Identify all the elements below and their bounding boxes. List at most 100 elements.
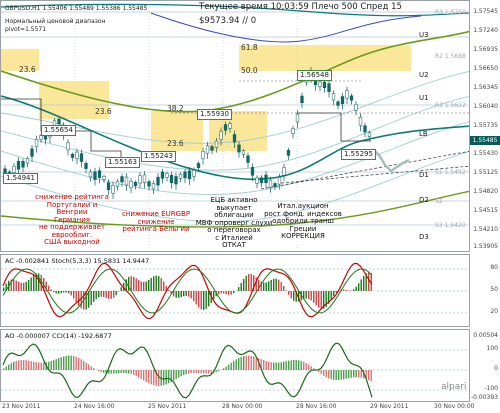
ao-bar bbox=[43, 362, 45, 370]
ac-bar bbox=[288, 291, 290, 295]
ao-bar bbox=[275, 362, 277, 370]
ao-histogram bbox=[3, 355, 372, 386]
candle-body bbox=[129, 180, 133, 189]
ac-bar bbox=[110, 291, 112, 299]
fib-label-5: 61.8 bbox=[241, 43, 258, 52]
ac-bar bbox=[93, 291, 95, 302]
ao-bar bbox=[138, 370, 140, 378]
pivot-s1-label: S1 bbox=[435, 169, 443, 176]
ao-bar bbox=[35, 362, 37, 370]
candle-body bbox=[241, 150, 246, 155]
cci-tick-100: 100 bbox=[486, 345, 498, 352]
ao-bar bbox=[195, 370, 197, 373]
candle-body bbox=[174, 176, 178, 185]
ao-bar bbox=[225, 366, 227, 370]
ac-bar bbox=[180, 291, 182, 298]
candle-body bbox=[39, 135, 43, 140]
candle-body bbox=[142, 174, 147, 183]
price-tick-0: 1.57545 bbox=[473, 8, 498, 15]
candle-body bbox=[133, 181, 138, 186]
ao-bar bbox=[243, 356, 245, 370]
candle-body bbox=[345, 90, 349, 99]
ac-bar bbox=[190, 291, 192, 299]
ac-bar bbox=[183, 291, 185, 297]
ao-bar bbox=[178, 370, 180, 378]
candle-body bbox=[196, 163, 201, 168]
stochastic-panel[interactable]: AC -0.002841 Stoch(5,3,3) 15.5831 14.944… bbox=[0, 254, 470, 327]
ao-bar bbox=[238, 357, 240, 370]
price-box-4: 1.55930 bbox=[197, 109, 232, 120]
ao-bar bbox=[325, 370, 327, 378]
ac-bar bbox=[145, 281, 147, 291]
price-tick-11: 1.54210 bbox=[473, 226, 498, 233]
ao-bar bbox=[20, 360, 22, 370]
ao-bar bbox=[268, 361, 270, 370]
ao-bar bbox=[193, 370, 195, 373]
ao-bar bbox=[155, 370, 157, 386]
ac-bar bbox=[173, 291, 175, 297]
ao-bar bbox=[93, 368, 95, 370]
stoch-tick-80: 80 bbox=[490, 264, 498, 271]
ac-bar bbox=[260, 281, 262, 291]
ac-bar bbox=[345, 290, 347, 291]
pivot-s3-label: S3 bbox=[435, 222, 443, 229]
candle-body bbox=[12, 165, 16, 173]
ao-bar bbox=[335, 370, 337, 381]
ac-bar bbox=[225, 291, 227, 295]
candle-body bbox=[57, 118, 61, 125]
candle-body bbox=[138, 175, 142, 184]
ac-bar bbox=[313, 291, 315, 303]
ac-bar bbox=[55, 291, 57, 294]
ac-bar bbox=[15, 280, 17, 291]
ao-bar bbox=[173, 370, 175, 381]
candle-body bbox=[259, 177, 264, 183]
ao-bar bbox=[3, 368, 5, 370]
ac-bar bbox=[103, 291, 105, 298]
candle-body bbox=[201, 151, 205, 160]
ac-bar bbox=[268, 281, 270, 291]
candle-body bbox=[327, 83, 331, 92]
ac-bar bbox=[125, 279, 127, 291]
ao-bar bbox=[28, 360, 30, 370]
ao-bar bbox=[263, 360, 265, 370]
fib-label-4: 38.2 bbox=[167, 104, 184, 113]
news-note-1: снижение рейтинга Португалии и Венгрии Г… bbox=[35, 193, 109, 246]
candle-body bbox=[147, 181, 151, 187]
ac-bar bbox=[115, 291, 117, 296]
ac-bar bbox=[100, 291, 102, 297]
ac-bar bbox=[328, 291, 330, 304]
pivot-r1-label: R1 bbox=[435, 102, 443, 109]
candle-body bbox=[232, 134, 237, 143]
ac-bar bbox=[33, 275, 35, 291]
pivot-s1-value: 1.5492 bbox=[444, 169, 466, 176]
ao-bar bbox=[165, 370, 167, 385]
pivot-r2-value: 1.5688 bbox=[444, 53, 466, 60]
price-tick-3: 1.56650 bbox=[473, 65, 498, 72]
ac-bar bbox=[53, 291, 55, 293]
price-box-5: 1.56548 bbox=[297, 70, 332, 81]
ao-bar bbox=[168, 370, 170, 384]
time-label-3: 28 Nov 00:00 bbox=[222, 403, 263, 410]
candle-body bbox=[25, 158, 30, 164]
ao-bar bbox=[70, 355, 72, 370]
ac-bar bbox=[168, 290, 170, 291]
ac-bar bbox=[333, 291, 335, 296]
ao-bar bbox=[208, 370, 210, 374]
ao-bar bbox=[218, 370, 220, 372]
ao-bar bbox=[150, 370, 152, 385]
ac-bar bbox=[248, 274, 250, 291]
ao-bar bbox=[205, 370, 207, 374]
ao-bar bbox=[278, 362, 280, 370]
price-chart-canvas bbox=[1, 1, 469, 251]
price-tick-6: 1.55735 bbox=[473, 122, 498, 129]
ao-bar bbox=[75, 356, 77, 370]
ao-bar bbox=[128, 370, 130, 374]
candle-body bbox=[156, 176, 160, 186]
ac-bar bbox=[140, 281, 142, 291]
ao-bar bbox=[135, 370, 137, 377]
candle-body bbox=[286, 150, 291, 156]
ao-bar bbox=[288, 360, 290, 370]
main-price-chart[interactable]: GBPUSD,H1 1.55406 1.55489 1.55386 1.5548… bbox=[0, 0, 470, 252]
ao-cci-panel[interactable]: AO -0.000007 CCI(14) -192.6877 alpari bbox=[0, 329, 470, 402]
ac-bar bbox=[30, 277, 32, 291]
